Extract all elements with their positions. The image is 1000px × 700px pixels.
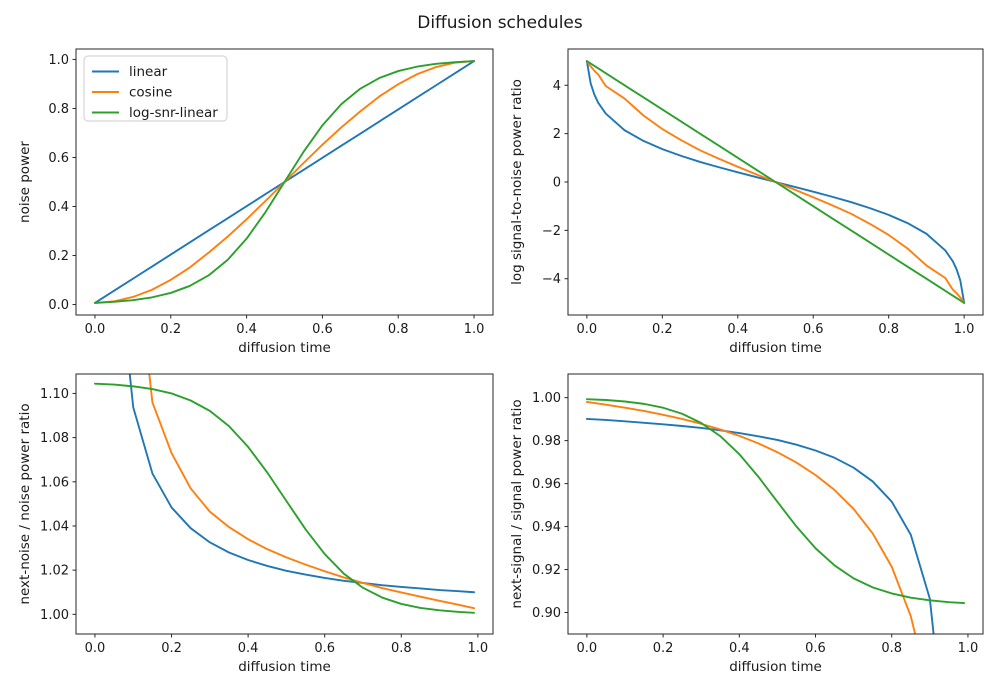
- x-tick-label: 1.0: [468, 641, 489, 656]
- x-tick-label: 0.2: [160, 322, 181, 337]
- x-tick-label: 0.8: [388, 322, 409, 337]
- x-axis-label-noise-power: diffusion time: [238, 340, 331, 356]
- series-linear-line: [585, 417, 935, 634]
- series-linear-line: [128, 374, 475, 594]
- y-axis-label-log-signal-to-noise: log signal-to-noise power ratio: [509, 79, 525, 285]
- x-tick-label: 0.4: [238, 641, 259, 656]
- x-tick-label: 0.8: [881, 641, 902, 656]
- y-tick-label: 0: [553, 176, 561, 191]
- x-tick-label: 0.6: [805, 641, 826, 656]
- y-tick-label: 1.10: [40, 387, 69, 402]
- x-tick-label: 0.4: [729, 641, 750, 656]
- y-tick-label: 0.96: [532, 477, 561, 492]
- y-tick-label: 0.98: [532, 434, 561, 449]
- y-axis-label-next-noise-ratio: next-noise / noise power ratio: [17, 403, 33, 604]
- x-tick-label: 0.8: [391, 641, 412, 656]
- x-tick-label: 0.8: [878, 322, 899, 337]
- y-tick-label: 0.90: [532, 606, 561, 621]
- legend-label-linear: linear: [129, 64, 168, 80]
- axes-spines-next-signal-ratio: [567, 373, 984, 635]
- x-tick-label: 0.6: [312, 322, 333, 337]
- y-tick-label: 0.0: [48, 298, 69, 313]
- y-tick-label: −2: [542, 224, 561, 239]
- x-axis-label-next-noise-ratio: diffusion time: [238, 659, 331, 675]
- y-tick-label: 0.94: [532, 520, 561, 535]
- x-tick-label: 1.0: [958, 641, 979, 656]
- x-tick-label: 0.2: [653, 641, 674, 656]
- x-tick-label: 0.2: [161, 641, 182, 656]
- y-axis-label-next-signal-ratio: next-signal / signal power ratio: [509, 399, 525, 608]
- x-tick-label: 0.4: [236, 322, 257, 337]
- legend-label-log-snr-linear: log-snr-linear: [129, 105, 218, 121]
- y-tick-label: 1.08: [40, 431, 69, 446]
- x-axis-label-next-signal-ratio: diffusion time: [729, 659, 822, 675]
- series-log-snr-linear-line: [93, 60, 475, 304]
- y-tick-label: −4: [542, 272, 561, 287]
- x-tick-label: 0.0: [85, 322, 106, 337]
- legend-box: [83, 55, 228, 122]
- y-tick-label: 1.00: [532, 391, 561, 406]
- y-tick-label: 0.8: [48, 102, 69, 117]
- series-log-snr-linear-line: [93, 382, 475, 614]
- y-tick-label: 1.02: [40, 564, 69, 579]
- series-log-snr-linear-line: [585, 60, 966, 304]
- y-tick-label: 0.6: [48, 151, 69, 166]
- series-cosine-line: [148, 374, 475, 610]
- y-tick-label: 0.92: [532, 563, 561, 578]
- y-tick-label: 2: [553, 127, 561, 142]
- y-tick-label: 0.4: [48, 200, 69, 215]
- y-tick-label: 1.00: [40, 608, 69, 623]
- x-tick-label: 0.0: [577, 641, 598, 656]
- x-tick-label: 0.4: [727, 322, 748, 337]
- y-tick-label: 1.04: [40, 519, 69, 534]
- series-cosine-line: [585, 400, 917, 634]
- axes-spines-noise-power: [75, 48, 494, 316]
- x-axis-label-log-signal-to-noise: diffusion time: [729, 340, 822, 356]
- x-tick-label: 1.0: [464, 322, 485, 337]
- x-tick-label: 0.0: [85, 641, 106, 656]
- x-tick-label: 0.2: [652, 322, 673, 337]
- y-tick-label: 4: [553, 79, 561, 94]
- x-tick-label: 0.0: [577, 322, 598, 337]
- y-tick-label: 0.2: [48, 249, 69, 264]
- x-tick-label: 0.6: [803, 322, 824, 337]
- x-tick-label: 0.6: [314, 641, 335, 656]
- series-log-snr-linear-line: [585, 398, 966, 605]
- figure-title: Diffusion schedules: [417, 13, 583, 33]
- y-tick-label: 1.06: [40, 475, 69, 490]
- axes-spines-next-noise-ratio: [75, 373, 494, 635]
- x-tick-label: 1.0: [954, 322, 975, 337]
- y-axis-label-noise-power: noise power: [17, 141, 33, 223]
- legend-label-cosine: cosine: [129, 85, 172, 101]
- y-tick-label: 1.0: [48, 53, 69, 68]
